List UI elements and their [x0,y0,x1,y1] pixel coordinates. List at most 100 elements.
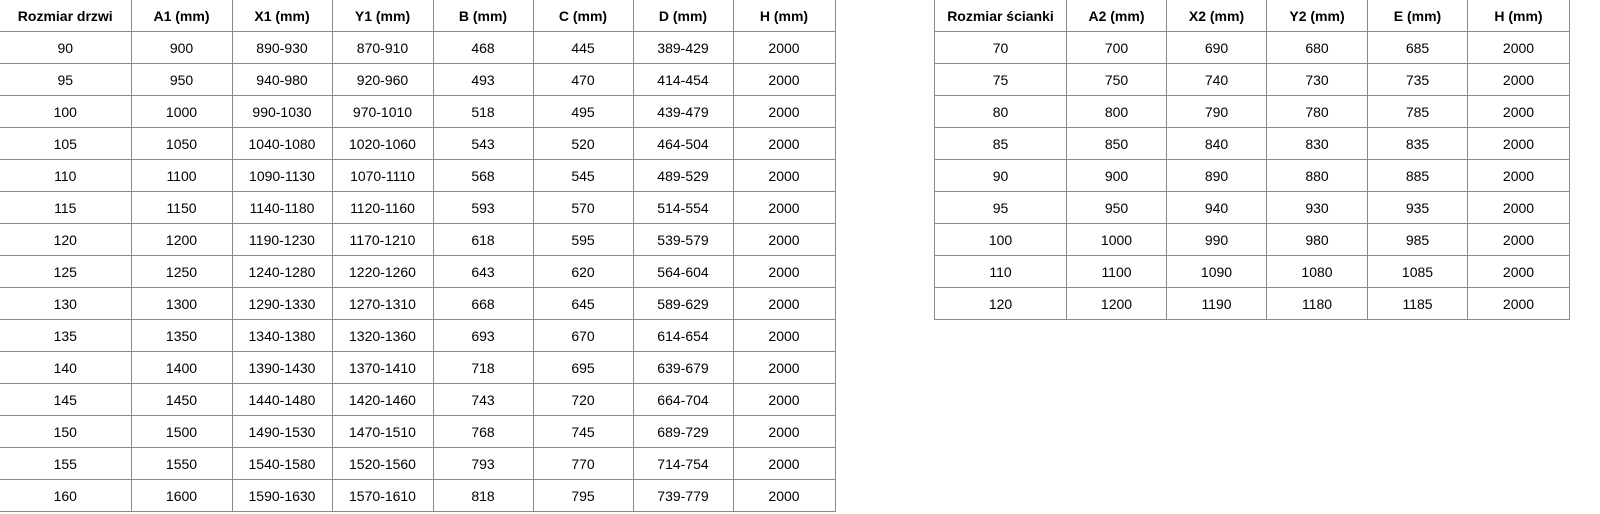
column-header: D (mm) [632,0,734,32]
table-row: 85 850 840 830 835 2000 [934,127,1570,160]
table-cell: 2000 [732,159,836,192]
table-cell: 1100 [130,159,233,192]
table-cell: 135 [0,319,132,352]
table-cell: 818 [432,479,534,512]
table-row: 120 1200 1190 1180 1185 2000 [934,287,1570,320]
table-cell: 2000 [1467,255,1570,288]
table-cell: 389-429 [632,31,734,64]
table-row: 75 750 740 730 735 2000 [934,63,1570,96]
table-cell: 2000 [732,351,836,384]
table-cell: 95 [934,191,1067,224]
table-cell: 614-654 [632,319,734,352]
table-cell: 1085 [1367,255,1468,288]
table-cell: 2000 [732,319,836,352]
table-cell: 880 [1266,159,1368,192]
table-cell: 950 [1066,191,1167,224]
table-cell: 160 [0,479,132,512]
table-cell: 720 [532,383,634,416]
wall-size-table: Rozmiar ścianki A2 (mm) X2 (mm) Y2 (mm) E (m… [934,0,1570,320]
table-cell: 1090-1130 [231,159,333,192]
table-cell: 1185 [1367,287,1468,320]
table-cell: 1150 [130,191,233,224]
column-header: Rozmiar ścianki [934,0,1067,32]
table-cell: 80 [934,95,1067,128]
table-row: 140 1400 1390-1430 1370-1410 718 695 639-679 20… [0,351,836,384]
table-cell: 1180 [1266,287,1368,320]
column-header: X1 (mm) [231,0,333,32]
table-cell: 2000 [732,223,836,256]
table-cell: 1470-1510 [331,415,434,448]
table-cell: 1240-1280 [231,255,333,288]
table-cell: 1190-1230 [231,223,333,256]
table-cell: 2000 [732,383,836,416]
door-size-table: Rozmiar drzwi A1 (mm) X1 (mm) Y1 (mm) B (mm)… [0,0,836,512]
table-row: 115 1150 1140-1180 1120-1160 593 570 514-554 20… [0,191,836,224]
table-cell: 620 [532,255,634,288]
table-cell: 2000 [1467,159,1570,192]
table-cell: 2000 [732,127,836,160]
table-cell: 2000 [732,255,836,288]
table-cell: 990-1030 [231,95,333,128]
table-row: 145 1450 1440-1480 1420-1460 743 720 664-704 20… [0,383,836,416]
table-row: 135 1350 1340-1380 1320-1360 693 670 614-654 20… [0,319,836,352]
table-cell: 155 [0,447,132,480]
table-row: 105 1050 1040-1080 1020-1060 543 520 464-504 20… [0,127,836,160]
table-cell: 780 [1266,95,1368,128]
table-cell: 980 [1266,223,1368,256]
table-cell: 835 [1367,127,1468,160]
table-cell: 518 [432,95,534,128]
table-cell: 770 [532,447,634,480]
column-header: Rozmiar drzwi [0,0,132,32]
table-cell: 1600 [130,479,233,512]
table-cell: 110 [0,159,132,192]
table-cell: 645 [532,287,634,320]
table-cell: 2000 [1467,223,1570,256]
table-cell: 120 [0,223,132,256]
table-cell: 1040-1080 [231,127,333,160]
table-cell: 1570-1610 [331,479,434,512]
table-cell: 1200 [1066,287,1167,320]
table-cell: 700 [1066,31,1167,64]
table-cell: 870-910 [331,31,434,64]
table-cell: 689-729 [632,415,734,448]
table-cell: 495 [532,95,634,128]
table-cell: 115 [0,191,132,224]
table-cell: 100 [0,95,132,128]
table-row: 100 1000 990 980 985 2000 [934,223,1570,256]
table-cell: 1540-1580 [231,447,333,480]
table-cell: 1000 [130,95,233,128]
table-cell: 568 [432,159,534,192]
table-cell: 2000 [1467,191,1570,224]
table-cell: 790 [1166,95,1267,128]
table-cell: 1590-1630 [231,479,333,512]
table-cell: 768 [432,415,534,448]
table-cell: 830 [1266,127,1368,160]
table-cell: 1120-1160 [331,191,434,224]
table-row: 160 1600 1590-1630 1570-1610 818 795 739-779 20… [0,479,836,512]
table-cell: 145 [0,383,132,416]
table-cell: 464-504 [632,127,734,160]
table-cell: 690 [1166,31,1267,64]
table-cell: 1190 [1166,287,1267,320]
table-row: 130 1300 1290-1330 1270-1310 668 645 589-629 20… [0,287,836,320]
table-row: 70 700 690 680 685 2000 [934,31,1570,64]
table-cell: 414-454 [632,63,734,96]
table-row: 95 950 940-980 920-960 493 470 414-454 2000 [0,63,836,96]
table-cell: 885 [1367,159,1468,192]
table-cell: 75 [934,63,1067,96]
table-cell: 1270-1310 [331,287,434,320]
table-cell: 745 [532,415,634,448]
table-cell: 695 [532,351,634,384]
table-cell: 2000 [1467,287,1570,320]
table-cell: 1020-1060 [331,127,434,160]
table-cell: 1090 [1166,255,1267,288]
table-cell: 1140-1180 [231,191,333,224]
table-row: 150 1500 1490-1530 1470-1510 768 745 689-729 20… [0,415,836,448]
table-cell: 740 [1166,63,1267,96]
table-cell: 1420-1460 [331,383,434,416]
table-cell: 2000 [732,479,836,512]
table-cell: 120 [934,287,1067,320]
table-cell: 693 [432,319,534,352]
column-header: B (mm) [432,0,534,32]
table-cell: 750 [1066,63,1167,96]
